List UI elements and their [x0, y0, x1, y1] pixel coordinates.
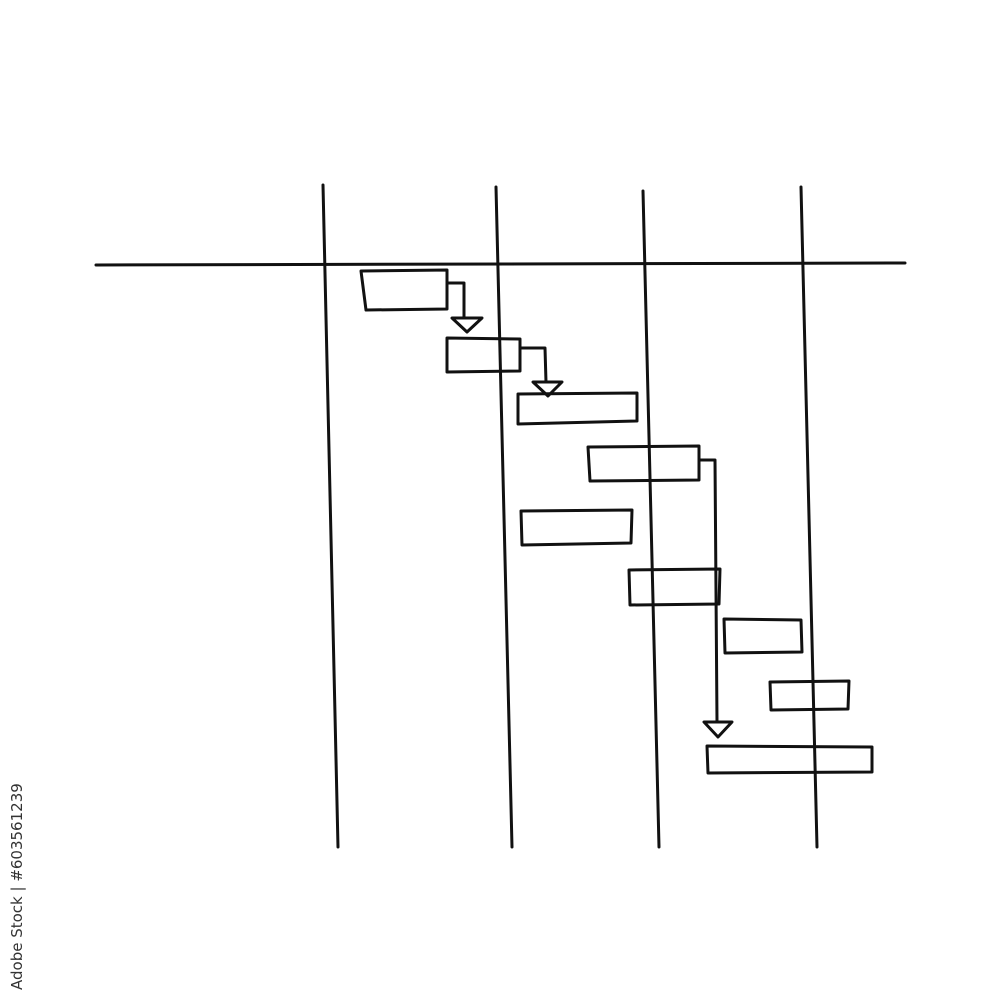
task-bar-2 [445, 336, 522, 374]
task-bar-5 [519, 508, 634, 547]
task-bar-8 [768, 679, 851, 712]
column-line-1 [321, 183, 340, 849]
arrow-1 [445, 281, 484, 334]
column-line-3 [641, 189, 661, 849]
header-line [94, 261, 907, 267]
column-line-4 [799, 185, 819, 849]
task-bar-3 [516, 391, 639, 426]
dependency-arrows [445, 281, 734, 739]
task-bar-6 [627, 567, 722, 607]
arrow-3 [697, 458, 734, 739]
column-line-2 [494, 185, 514, 849]
watermark: Adobe Stock | #603561239 [8, 783, 26, 990]
task-bar-1 [359, 268, 449, 312]
grid [94, 183, 907, 849]
task-bar-7 [722, 617, 804, 655]
arrow-2 [518, 346, 564, 398]
task-bars [359, 268, 874, 775]
task-bar-9 [705, 744, 874, 775]
task-bar-4 [586, 444, 701, 483]
